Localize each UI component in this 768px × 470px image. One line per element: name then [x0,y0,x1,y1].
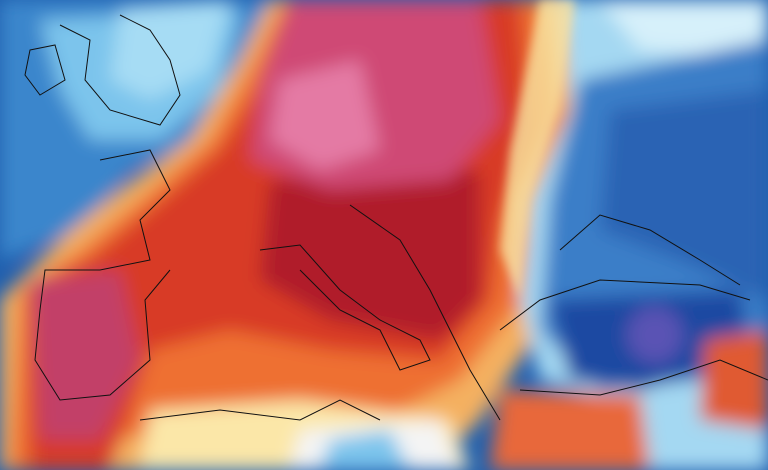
iberia-magenta [30,270,140,440]
hot-pink [270,60,380,170]
anatolia-purple [627,307,683,363]
coastlines [24,14,768,421]
coast-italy [259,244,431,371]
levant-warm [700,330,768,430]
east-deep-blue [600,90,768,300]
coast-turkey-south [519,359,768,396]
coast-africa [139,399,381,421]
coast-west [34,149,171,401]
coast-uk [59,14,181,126]
coast-ireland [24,44,66,96]
coast-balkans [349,204,501,421]
hot-dark-red [260,170,480,340]
coast-blacksea-south [499,279,751,331]
front-band [500,0,575,300]
coast-blacksea-north [559,214,741,286]
sahara-cool [320,430,410,470]
libya-warm [490,390,650,470]
east-pale [600,0,768,60]
yellow-band [500,0,575,300]
